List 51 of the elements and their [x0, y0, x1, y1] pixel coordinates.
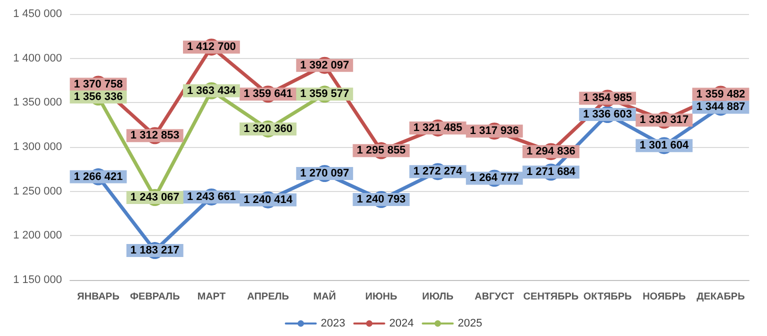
- data-label: 1 392 097: [300, 59, 350, 72]
- data-label: 1 266 421: [74, 170, 123, 183]
- y-tick-label: 1 350 000: [13, 96, 62, 109]
- data-label: 1 412 700: [186, 41, 236, 54]
- y-tick-label: 1 150 000: [13, 274, 62, 286]
- x-tick-label: ЯНВАРЬ: [77, 292, 120, 302]
- data-label: 1 294 836: [526, 146, 576, 158]
- data-label: 1 359 641: [244, 88, 293, 100]
- data-label: 1 344 887: [696, 101, 746, 114]
- data-label: 1 370 758: [74, 78, 123, 90]
- y-tick-label: 1 250 000: [13, 185, 62, 198]
- y-tick-label: 1 450 000: [13, 8, 62, 20]
- data-label: 1 271 684: [526, 166, 576, 178]
- data-label: 1 321 485: [413, 122, 462, 134]
- x-tick-label: ДЕКАБРЬ: [696, 292, 745, 302]
- data-label: 1 295 855: [356, 144, 406, 157]
- x-tick-label: ИЮНЬ: [365, 292, 398, 302]
- x-tick-label: МАЙ: [313, 290, 336, 302]
- y-tick-label: 1 200 000: [13, 230, 62, 242]
- data-label: 1 336 603: [583, 108, 632, 121]
- x-tick-label: ОКТЯБРЬ: [583, 292, 632, 302]
- x-tick-label: АВГУСТ: [474, 292, 514, 302]
- data-label: 1 243 067: [130, 191, 180, 204]
- data-label: 1 240 793: [356, 193, 406, 206]
- data-label: 1 354 985: [583, 92, 632, 104]
- data-label: 1 312 853: [130, 130, 180, 142]
- x-tick-label: НОЯБРЬ: [642, 292, 686, 302]
- x-tick-label: ФЕВРАЛЬ: [130, 292, 180, 302]
- x-tick-label: МАРТ: [197, 292, 226, 302]
- x-tick-label: АПРЕЛЬ: [247, 292, 289, 302]
- y-tick-label: 1 400 000: [13, 52, 62, 64]
- data-label: 1 359 577: [300, 88, 350, 100]
- data-label: 1 301 604: [640, 140, 690, 152]
- data-label: 1 270 097: [300, 168, 350, 180]
- data-label: 1 320 360: [244, 122, 293, 135]
- data-label: 1 359 482: [696, 88, 746, 100]
- data-label: 1 272 274: [413, 166, 464, 178]
- x-tick-label: ИЮЛЬ: [422, 292, 454, 302]
- y-tick-label: 1 300 000: [13, 141, 62, 153]
- data-label: 1 317 936: [470, 125, 519, 138]
- data-label: 1 330 317: [640, 114, 689, 126]
- data-label: 1 243 661: [186, 190, 236, 203]
- data-label: 1 363 434: [186, 84, 237, 97]
- data-label: 1 356 336: [74, 91, 123, 104]
- data-label: 1 183 217: [130, 244, 180, 257]
- legend-label: 2025: [458, 318, 482, 330]
- legend-label: 2024: [389, 318, 414, 330]
- data-label: 1 264 777: [470, 172, 519, 184]
- x-tick-label: СЕНТЯБРЬ: [523, 292, 579, 302]
- legend-label: 2023: [320, 318, 346, 330]
- data-label: 1 240 414: [244, 194, 294, 206]
